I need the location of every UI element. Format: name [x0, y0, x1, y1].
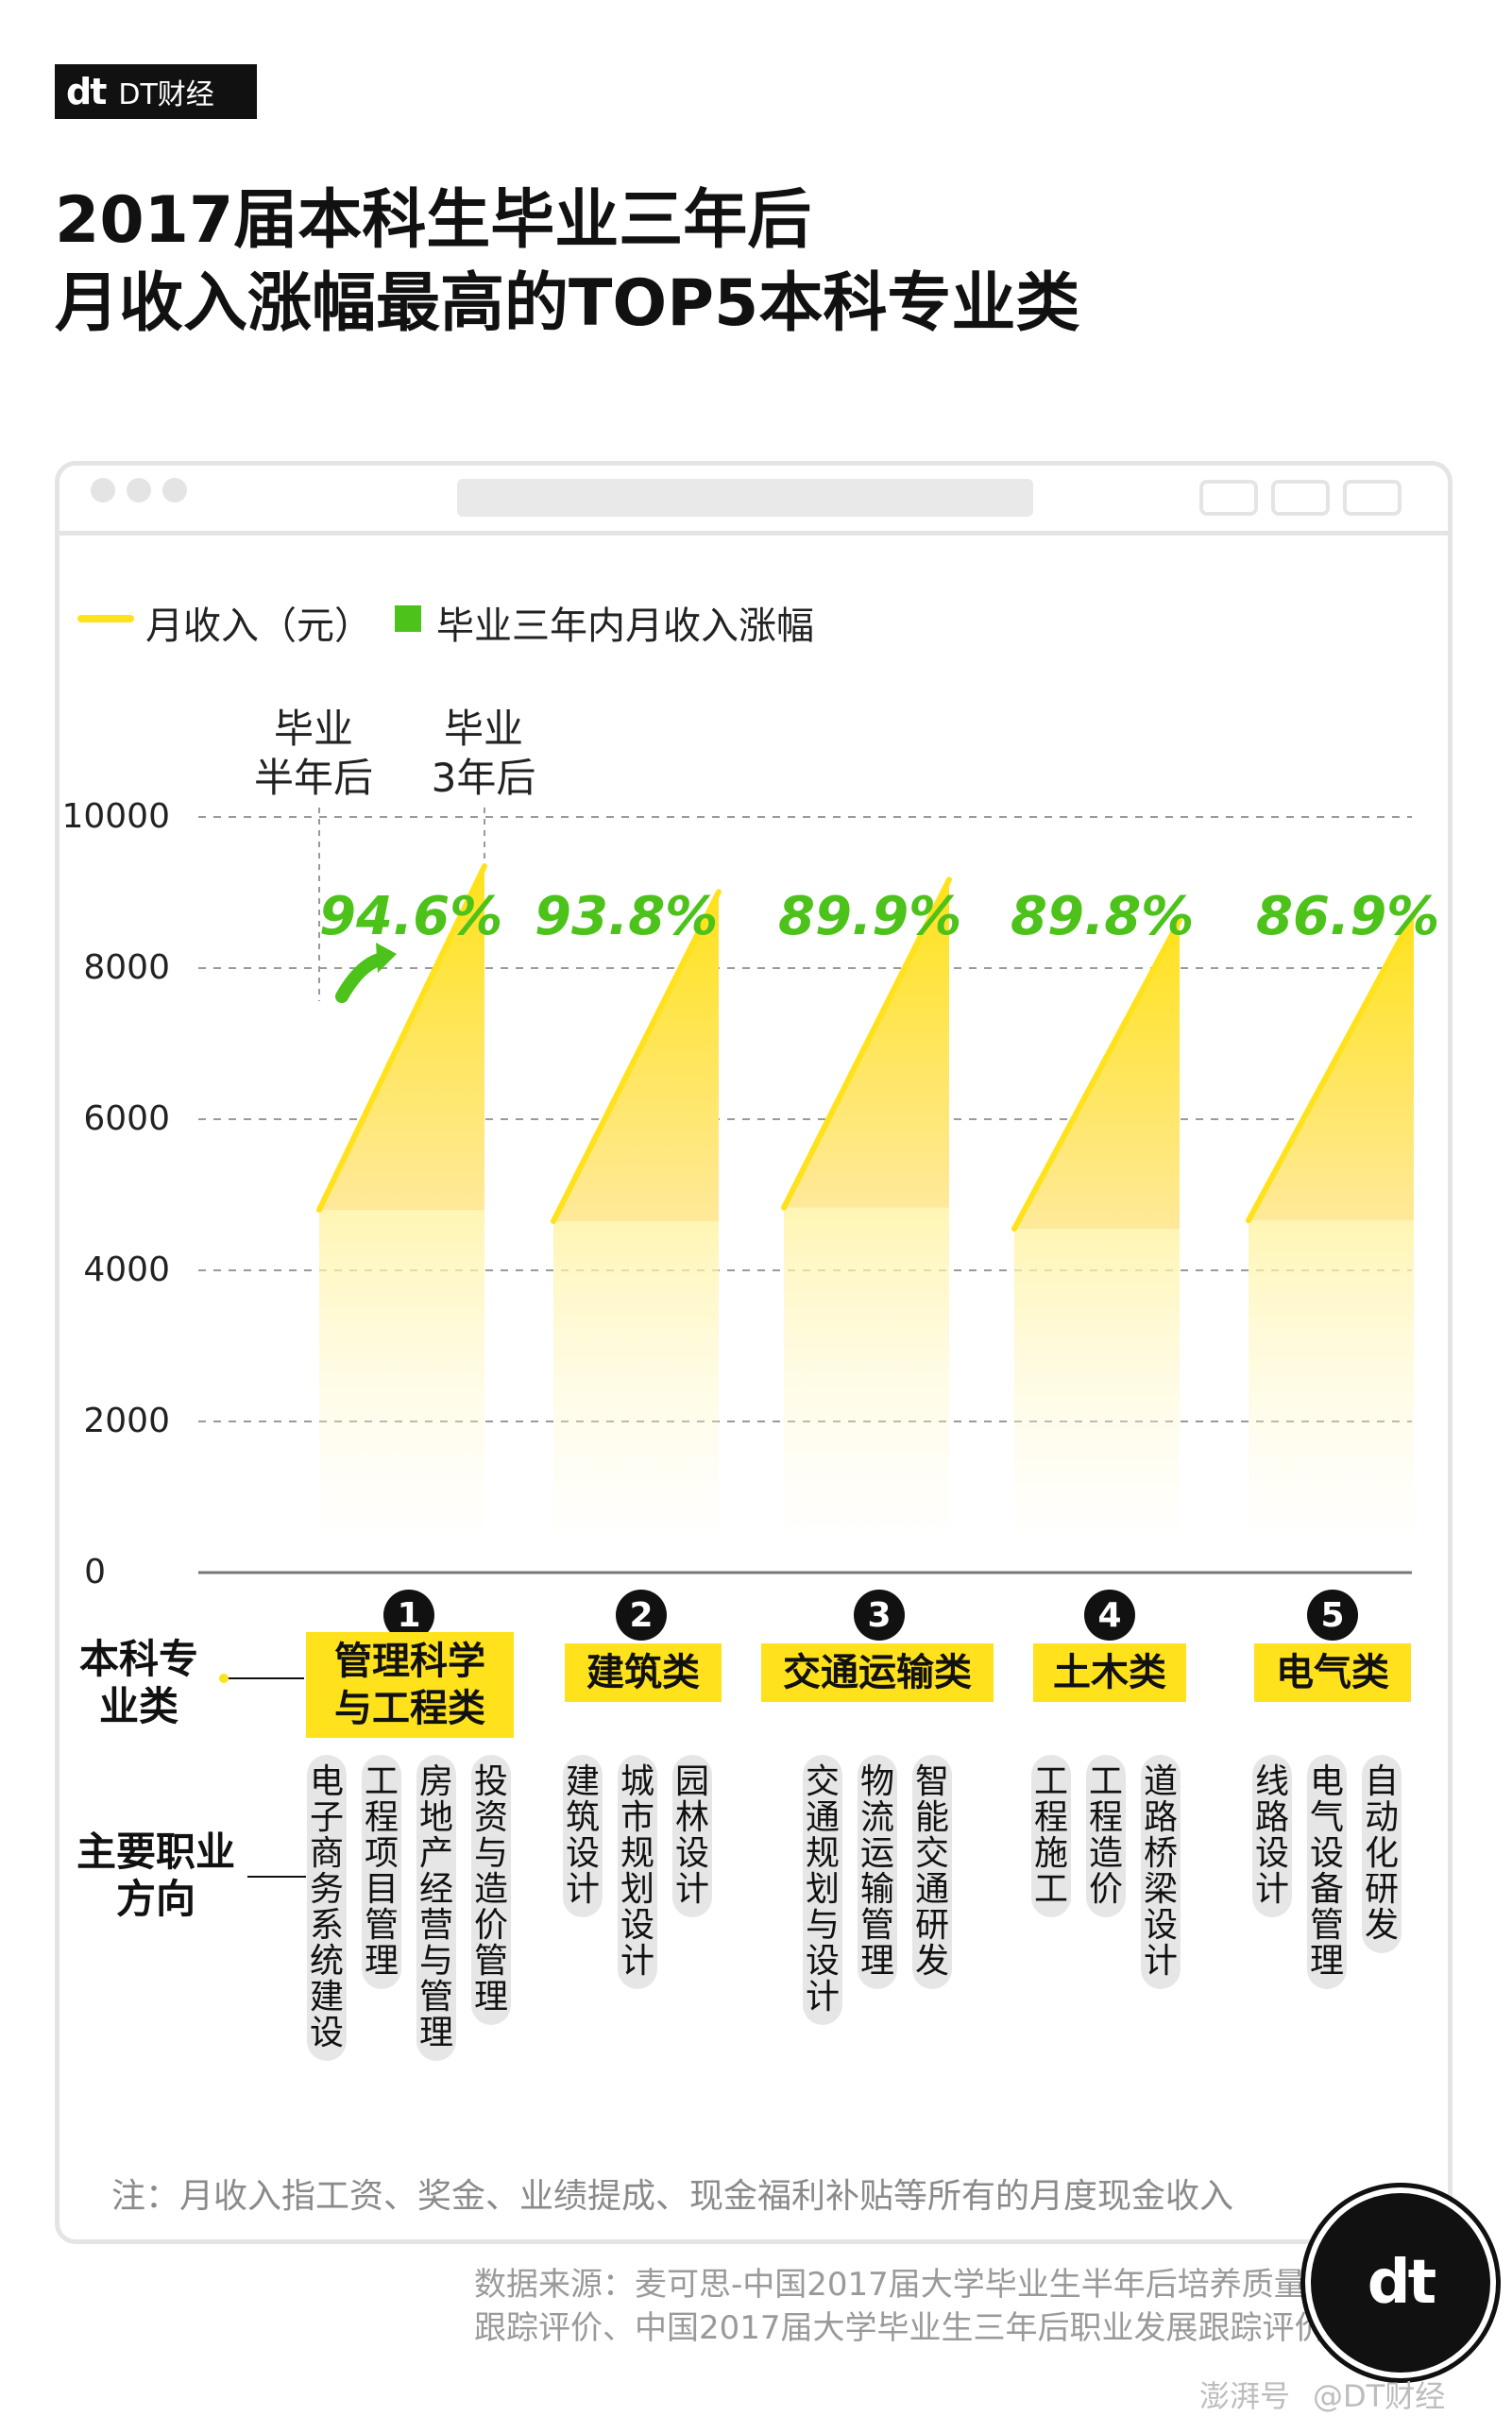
footer-platform: 澎湃号	[1199, 2378, 1291, 2414]
rank-badge-4: 4	[1084, 1590, 1135, 1641]
row-label-major-connector	[223, 1677, 304, 1679]
logo-text: DT财经	[118, 78, 214, 111]
y-tick-label: 4000	[83, 1251, 170, 1289]
income-base-area	[784, 1207, 949, 1544]
major-label-1-line2: 与工程类	[334, 1687, 485, 1730]
career-pill: 自动化研发	[1362, 1755, 1402, 1953]
career-pill: 线路设计	[1252, 1755, 1292, 1917]
header-three-year-line2: 3年后	[431, 755, 536, 801]
legend-income-label: 月收入（元）	[145, 604, 372, 648]
growth-arrow-icon	[335, 952, 389, 1003]
income-line	[781, 876, 952, 1211]
address-bar	[457, 479, 1033, 517]
career-pill: 电子商务系统建设	[307, 1755, 347, 2061]
row-label-career-connector	[247, 1876, 306, 1878]
y-tick-label: 2000	[83, 1402, 170, 1440]
legend-growth-swatch	[395, 605, 421, 632]
header-three-year: 毕业 3年后	[408, 705, 559, 803]
copy-icon	[1343, 480, 1402, 516]
source-line2: 跟踪评价、中国2017届大学毕业生三年后职业发展跟踪评价	[474, 2309, 1327, 2347]
growth-label-1: 94.6%	[319, 886, 503, 947]
career-pill: 建筑设计	[563, 1755, 603, 1917]
career-pill: 投资与造价管理	[471, 1755, 511, 2025]
growth-label-5: 86.9%	[1256, 886, 1440, 947]
income-base-area	[1014, 1229, 1180, 1544]
legend-growth-label: 毕业三年内月收入涨幅	[436, 604, 814, 648]
income-base-area	[1249, 1220, 1414, 1544]
career-pill: 工程施工	[1031, 1755, 1071, 1917]
legend-income-swatch	[77, 615, 134, 622]
row-label-major-dot	[219, 1674, 229, 1683]
major-label-5: 电气类	[1254, 1643, 1411, 1702]
growth-label-2: 93.8%	[535, 886, 719, 947]
income-base-area	[553, 1221, 719, 1544]
major-label-3: 交通运输类	[761, 1643, 994, 1702]
record-icon	[1199, 480, 1258, 516]
source-line1: 数据来源：麦可思-中国2017届大学毕业生半年后培养质量	[474, 2266, 1306, 2304]
page-title-line1: 2017届本科生毕业三年后	[55, 183, 812, 258]
rank-badge-2: 2	[616, 1590, 667, 1641]
y-tick-label: 8000	[83, 948, 170, 987]
rank-badge-5: 5	[1307, 1590, 1358, 1641]
major-label-2: 建筑类	[565, 1643, 722, 1702]
major-label-1: 管理科学 与工程类	[306, 1632, 514, 1738]
page-title-line2: 月收入涨幅最高的TOP5本科专业类	[55, 266, 1080, 341]
badge-mark: dt	[1367, 2248, 1436, 2318]
header-half-year-line2: 半年后	[253, 755, 373, 801]
y-tick-label: 6000	[83, 1099, 170, 1138]
career-pill: 智能交通研发	[912, 1755, 952, 1989]
growth-arrow-head-icon	[376, 943, 397, 973]
header-three-year-line1: 毕业	[443, 706, 523, 752]
career-pill: 园林设计	[672, 1755, 712, 1917]
share-icon	[1271, 480, 1330, 516]
career-pill: 道路桥梁设计	[1141, 1755, 1181, 1989]
income-line	[316, 863, 487, 1213]
footer-account: @DT财经	[1313, 2378, 1446, 2414]
major-label-1-line1: 管理科学	[334, 1640, 485, 1683]
brand-logo: dt DT财经	[55, 64, 257, 119]
brand-badge: dt	[1305, 2187, 1496, 2378]
career-pill: 物流运输管理	[858, 1755, 897, 1989]
career-pill: 房地产经营与管理	[416, 1755, 456, 2061]
card-topbar	[59, 466, 1448, 536]
close-dot-icon	[91, 478, 115, 502]
income-base-area	[319, 1210, 484, 1544]
income-line	[1011, 917, 1182, 1232]
logo-mark: dt	[66, 71, 107, 112]
chart-plot	[198, 808, 1417, 1574]
rank-badge-3: 3	[854, 1590, 905, 1641]
career-pill: 工程项目管理	[362, 1755, 401, 1989]
career-pill: 工程造价	[1086, 1755, 1126, 1917]
row-label-career: 主要职业方向	[76, 1829, 235, 1922]
header-half-year-line1: 毕业	[273, 706, 353, 752]
chart-card	[55, 461, 1453, 2244]
y-tick-label: 0	[84, 1553, 106, 1591]
major-label-4: 土木类	[1033, 1643, 1186, 1702]
career-pill: 城市规划设计	[618, 1755, 657, 1989]
y-tick-label: 10000	[61, 797, 170, 836]
minimize-dot-icon	[127, 478, 151, 502]
growth-label-4: 89.8%	[1011, 886, 1195, 947]
growth-label-3: 89.9%	[778, 886, 962, 947]
income-growth-area	[1249, 914, 1414, 1221]
row-label-major: 本科专业类	[78, 1636, 198, 1729]
header-half-year: 毕业 半年后	[238, 705, 389, 803]
income-line	[1246, 911, 1417, 1224]
career-pill: 电气设备管理	[1307, 1755, 1347, 1989]
income-line	[551, 889, 722, 1224]
chart-note: 注：月收入指工资、奖金、业绩提成、现金福利补贴等所有的月度现金收入	[111, 2177, 1234, 2216]
maximize-dot-icon	[162, 478, 187, 502]
career-pill: 交通规划与设计	[803, 1755, 842, 2025]
